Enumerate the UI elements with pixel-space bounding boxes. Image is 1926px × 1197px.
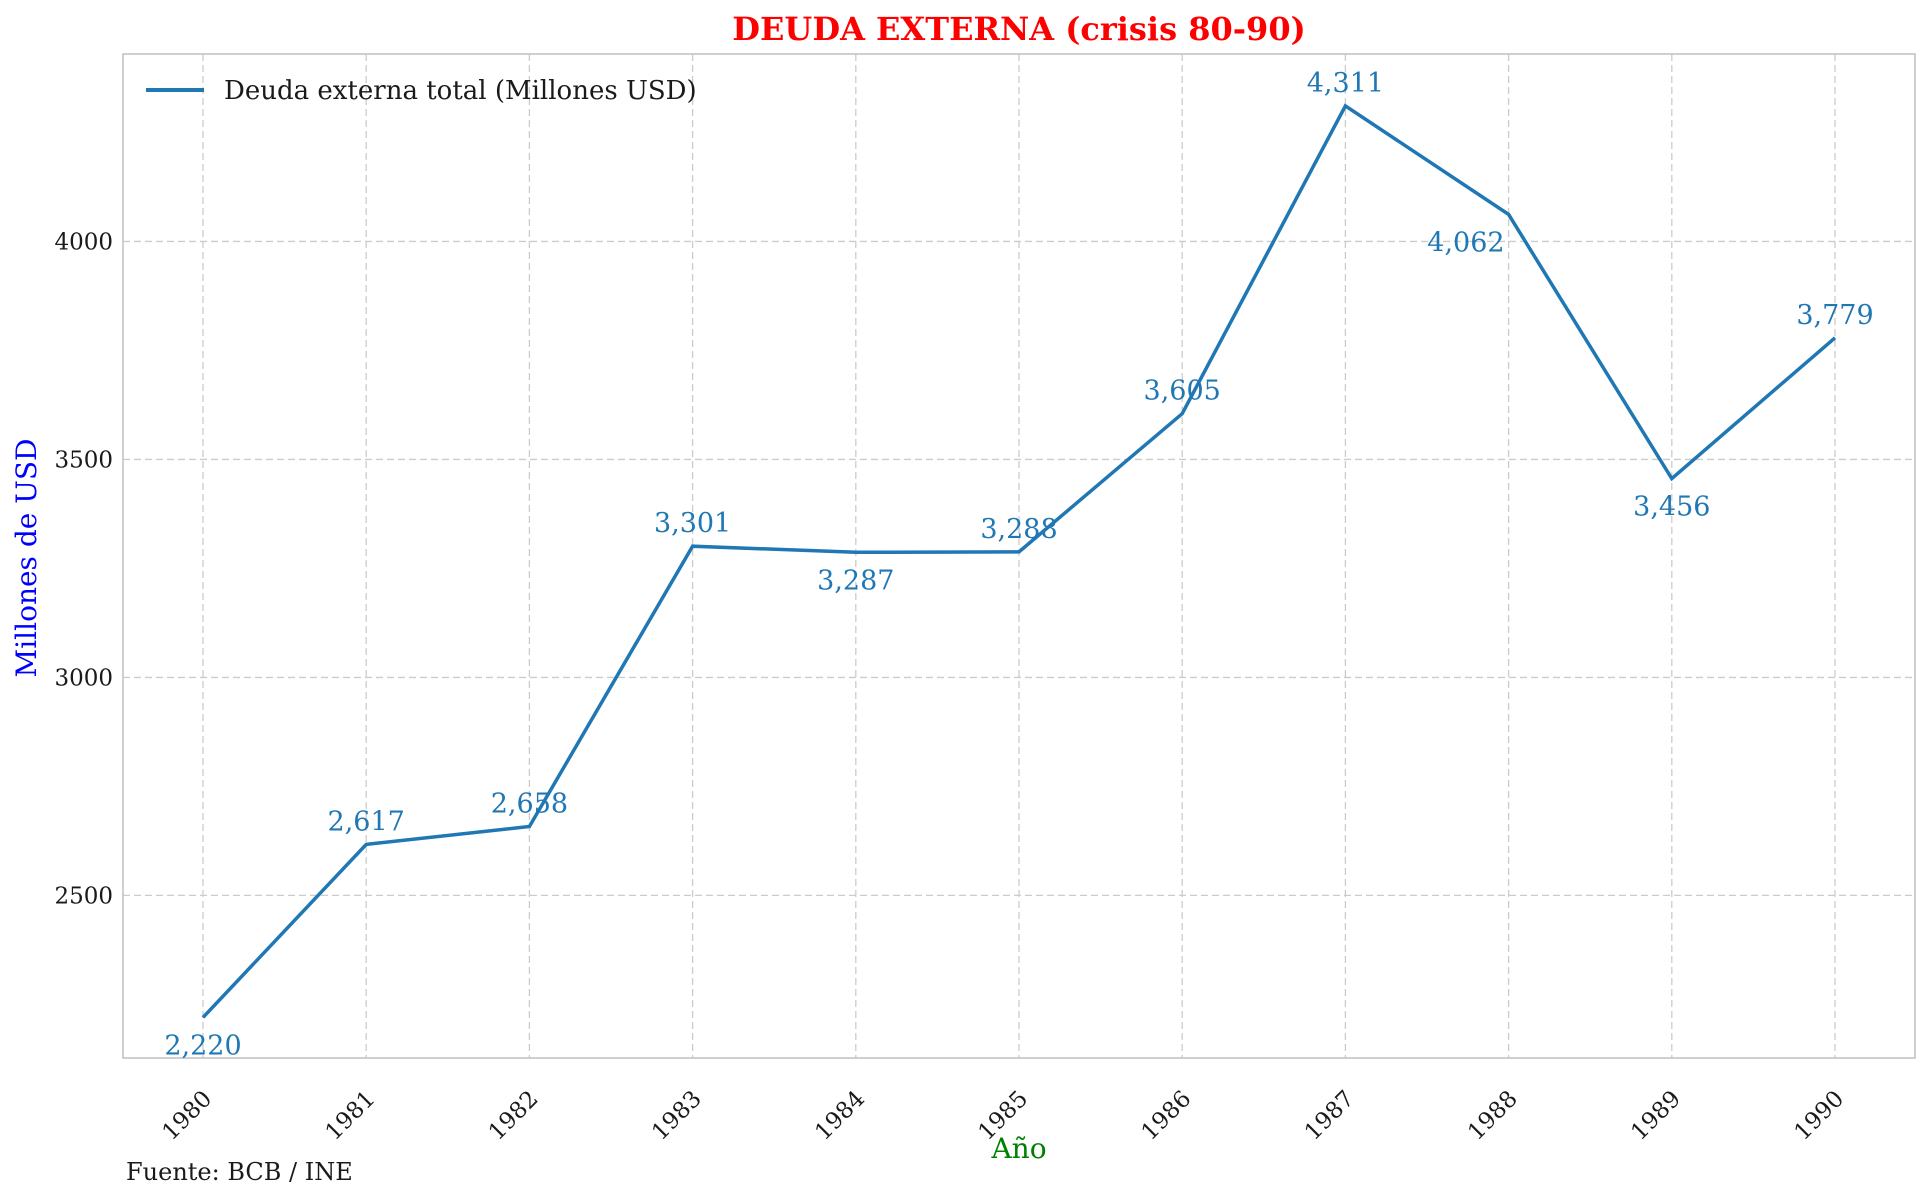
x-tick-label: 1990: [1789, 1086, 1849, 1146]
data-label: 2,617: [328, 806, 405, 837]
x-tick-label: 1983: [647, 1086, 707, 1146]
x-tick-label: 1980: [157, 1086, 217, 1146]
x-tick-label: 1984: [810, 1086, 870, 1146]
data-label: 4,311: [1307, 68, 1384, 99]
data-labels: 2,220 2,617 2,658 3,301 3,287 3,288 3,605 4,311…: [164, 68, 1873, 1062]
x-tick-label: 1981: [321, 1086, 381, 1146]
data-label: 3,605: [1144, 376, 1221, 407]
data-label: 3,288: [980, 514, 1057, 545]
data-label: 3,301: [654, 508, 731, 539]
data-label: 4,062: [1427, 227, 1504, 258]
x-tick-label: 1988: [1463, 1086, 1523, 1146]
y-tick-label: 3000: [54, 665, 113, 691]
x-axis-label: Año: [990, 1132, 1046, 1165]
data-label: 3,456: [1633, 492, 1710, 523]
y-tick-label: 3500: [54, 447, 113, 473]
x-tick-label: 1986: [1137, 1086, 1197, 1146]
x-tick-label: 1987: [1300, 1086, 1360, 1146]
grid: [123, 54, 1915, 1058]
data-label: 3,779: [1796, 300, 1873, 331]
legend-label: Deuda externa total (Millones USD): [224, 76, 697, 106]
plot-area: [122, 53, 1916, 1059]
data-label: 3,287: [817, 565, 894, 596]
x-tick-label: 1982: [484, 1086, 544, 1146]
y-tick-label: 4000: [54, 229, 113, 255]
y-tick-label: 2500: [54, 883, 113, 909]
series-line: [201, 103, 1837, 1019]
source-note: Fuente: BCB / INE: [126, 1158, 353, 1186]
legend: Deuda externa total (Millones USD): [146, 76, 697, 106]
y-axis-ticks: 2500 3000 3500 4000: [54, 229, 113, 909]
data-label: 2,220: [164, 1030, 241, 1061]
data-label: 2,658: [491, 789, 568, 820]
series-layer: [201, 103, 1837, 1019]
x-tick-label: 1989: [1626, 1086, 1686, 1146]
chart-title: DEUDA EXTERNA (crisis 80-90): [732, 10, 1305, 48]
y-axis-label: Millones de USD: [10, 439, 43, 678]
